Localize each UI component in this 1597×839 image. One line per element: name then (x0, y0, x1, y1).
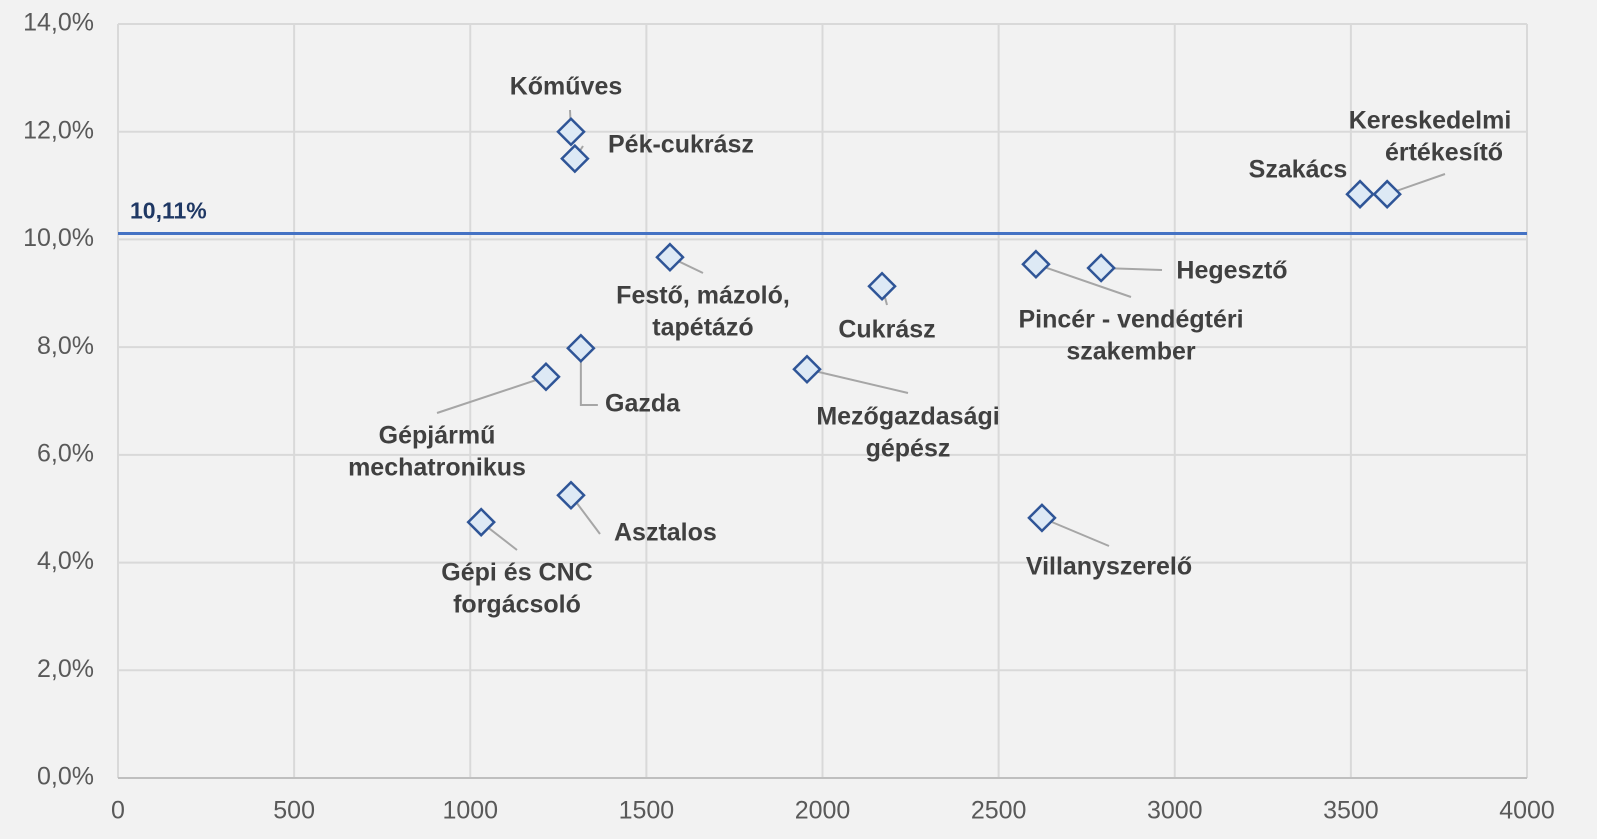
leader-line (436, 375, 547, 414)
x-tick-label: 2000 (795, 797, 851, 825)
y-tick-label: 8,0% (37, 332, 94, 360)
point-label: Pék-cukrász (608, 131, 754, 159)
marker (867, 271, 897, 302)
y-tick-label: 0,0% (37, 763, 94, 791)
point-label: Pincér - vendégtéri (1018, 306, 1243, 334)
y-tick-label: 10,0% (23, 224, 94, 252)
point-label: Gépi és CNC (441, 559, 592, 587)
reference-label: 10,11% (130, 198, 207, 224)
y-tick-label: 2,0% (37, 655, 94, 683)
marker (560, 143, 590, 174)
x-tick-label: 0 (111, 797, 125, 825)
marker (466, 507, 496, 537)
marker (531, 361, 561, 392)
x-tick-label: 3000 (1147, 797, 1203, 825)
marker (1021, 249, 1051, 279)
point-label: Szakács (1249, 156, 1348, 184)
point-label: Gazda (605, 390, 681, 418)
marker (792, 354, 822, 384)
marker (655, 242, 685, 272)
point-label: szakember (1066, 338, 1196, 366)
marker (556, 116, 586, 147)
x-tick-label: 500 (273, 797, 315, 825)
marker (1086, 253, 1116, 283)
point-label: Villanyszerelő (1026, 553, 1192, 581)
point-label: mechatronikus (348, 454, 526, 482)
leader-line (1035, 263, 1132, 298)
leader-line (1041, 516, 1110, 547)
x-tick-label: 1000 (442, 797, 498, 825)
point-label: értékesítő (1385, 139, 1503, 167)
point-label: gépész (866, 435, 951, 463)
marker (1027, 503, 1057, 533)
point-label: Kőműves (510, 73, 623, 101)
x-tick-label: 3500 (1323, 797, 1379, 825)
y-tick-label: 4,0% (37, 547, 94, 575)
leader-line (806, 368, 909, 394)
point-label: tapétázó (652, 314, 753, 342)
point-label: Hegesztő (1176, 257, 1287, 285)
marker (1345, 179, 1375, 209)
point-label: Mezőgazdasági (816, 403, 999, 431)
point-label: Asztalos (614, 519, 717, 547)
y-tick-label: 6,0% (37, 439, 94, 467)
point-label: Gépjármű (379, 422, 496, 450)
point-label: Cukrász (838, 316, 935, 344)
marker (556, 480, 586, 511)
point-label: Kereskedelmi (1349, 107, 1512, 135)
point-label: Festő, mázoló, (616, 282, 790, 310)
marker (566, 333, 596, 363)
leader-line (579, 348, 598, 406)
y-tick-label: 14,0% (23, 9, 94, 37)
x-tick-label: 1500 (619, 797, 675, 825)
point-label: forgácsoló (453, 591, 581, 619)
x-tick-label: 2500 (971, 797, 1027, 825)
x-tick-label: 4000 (1499, 797, 1555, 825)
marker (1372, 179, 1402, 209)
y-tick-label: 12,0% (23, 116, 94, 144)
